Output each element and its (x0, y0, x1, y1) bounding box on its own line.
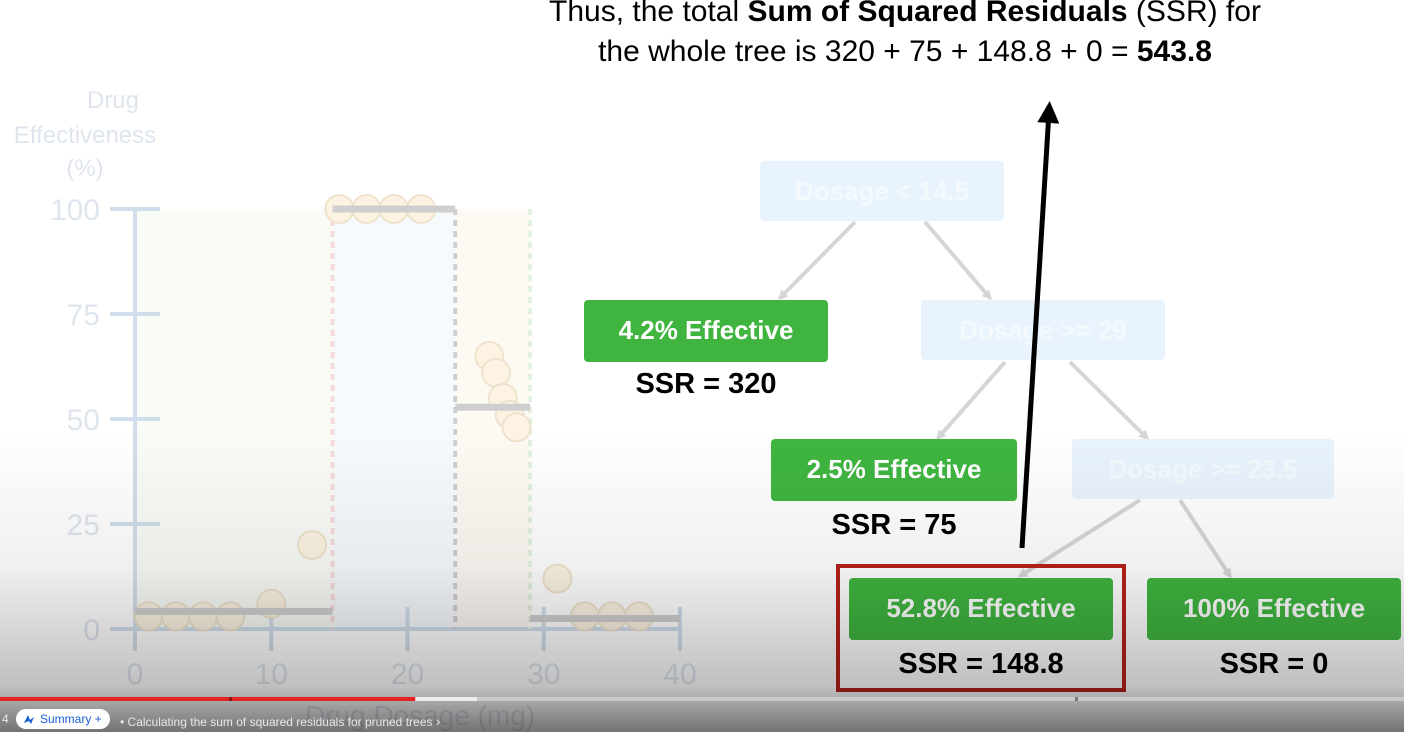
caption-total: 543.8 (1136, 35, 1212, 68)
chapter-title-text: • Calculating the sum of squared residua… (120, 715, 433, 729)
data-point (494, 399, 525, 430)
sparkle-icon (24, 715, 34, 724)
caption-text: the whole tree is 320 + 75 + 148.8 + 0 = (598, 35, 1137, 68)
tree-node-dosage-29: Dosage >= 29 (921, 300, 1165, 360)
edge-node2-leaf2 (936, 360, 1007, 441)
edge-root-node2 (923, 220, 992, 301)
caption-line-2: the whole tree is 320 + 75 + 148.8 + 0 =… (440, 32, 1370, 72)
y-axis-label-line-3: (%) (66, 155, 103, 182)
caption-bold-text: Sum of Squared Residuals (747, 0, 1128, 28)
y-tick-label: 100 (50, 194, 100, 227)
leaf-node-4-2: 4.2% Effective (584, 300, 828, 362)
y-tick-label: 75 (67, 299, 100, 332)
chapter-title[interactable]: • Calculating the sum of squared residua… (120, 713, 440, 729)
chevron-right-icon: › (435, 713, 441, 729)
summary-label: Summary + (40, 712, 102, 726)
y-axis-label-line-1: Drug (87, 87, 139, 114)
progress-played (0, 697, 416, 701)
arrow-line (1019, 101, 1060, 549)
progress-bar[interactable] (0, 697, 1404, 701)
chapter-marker (229, 697, 232, 701)
time-display: 4 (2, 712, 9, 726)
tree-node-root: Dosage < 14.5 (760, 161, 1004, 221)
data-point (324, 194, 355, 224)
caption-line-1: Thus, the total Sum of Squared Residuals… (440, 0, 1370, 32)
chapter-marker (1075, 697, 1078, 701)
y-axis-label-line-2: Effectiveness (14, 122, 156, 149)
leaf-ssr-320: SSR = 320 (635, 368, 777, 400)
caption: Thus, the total Sum of Squared Residuals… (440, 0, 1370, 72)
caption-text: Thus, the total (549, 0, 748, 28)
caption-text: (SSR) for (1127, 0, 1261, 28)
data-point (481, 357, 512, 388)
edge-node2-node3 (1068, 360, 1150, 441)
data-point (487, 383, 518, 413)
data-point (351, 194, 382, 224)
edge-root-leaf1 (777, 220, 857, 301)
player-controls: 4 Summary + • Calculating the sum of squ… (0, 704, 1404, 732)
data-point (474, 341, 505, 371)
progress-buffered (415, 697, 477, 701)
data-point (378, 194, 409, 224)
summary-button[interactable]: Summary + (16, 709, 110, 729)
data-point (406, 194, 437, 224)
